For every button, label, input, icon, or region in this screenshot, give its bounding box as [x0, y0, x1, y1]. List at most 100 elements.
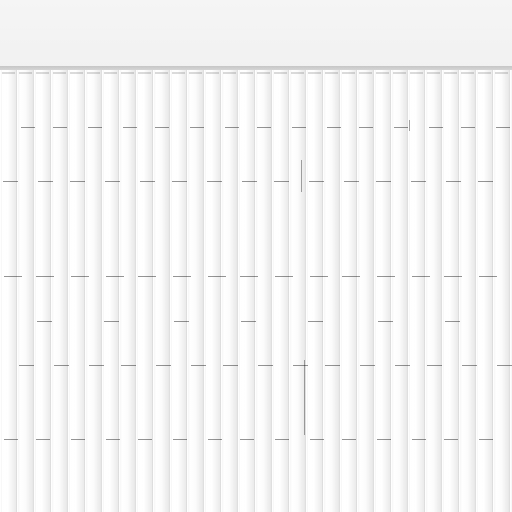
slat-joint-line [242, 181, 257, 182]
slat-top-shadow [291, 72, 304, 74]
slat-joint-line [376, 181, 391, 182]
top-band [0, 0, 512, 70]
wall-slat [476, 70, 493, 512]
slat-joint-line [173, 276, 191, 277]
slat-joint-line [497, 365, 512, 366]
slat-joint-line [446, 181, 461, 182]
slat-top-shadow [461, 72, 474, 74]
slat-top-shadow [478, 72, 491, 74]
slat-joint-line [223, 365, 238, 366]
slat-joint-line [274, 181, 289, 182]
slat-joint-line [258, 365, 273, 366]
slat-joint-line [378, 321, 393, 322]
slat-joint-line [225, 127, 239, 128]
slat-top-shadow [393, 72, 406, 74]
slat-joint-line [479, 276, 497, 277]
wall-slat [51, 70, 68, 512]
slat-joint-line [4, 439, 18, 440]
slat-joint-line [462, 365, 477, 366]
slat-joint-line [172, 181, 187, 182]
slat-joint-line [121, 365, 136, 366]
wall-slat [119, 70, 136, 512]
wall-slat [272, 70, 289, 512]
wall-slat [136, 70, 153, 512]
wall-slat [357, 70, 374, 512]
slat-joint-line [360, 365, 375, 366]
slat-joint-line [173, 439, 187, 440]
wall-slat [170, 70, 187, 512]
wall-slat [459, 70, 476, 512]
slat-top-shadow [87, 72, 100, 74]
slat-joint-line [275, 276, 293, 277]
slat-joint-line [71, 439, 85, 440]
slat-joint-line [310, 276, 328, 277]
wall-slat [0, 70, 17, 512]
slat-joint-line [293, 365, 308, 366]
slat-joint-line [88, 127, 102, 128]
slat-top-shadow [223, 72, 236, 74]
slat-top-shadow [138, 72, 151, 74]
slat-top-shadow [376, 72, 389, 74]
slat-joint-line [359, 127, 373, 128]
slat-joint-line [395, 365, 410, 366]
slat-joint-line [191, 365, 206, 366]
slat-joint-line [308, 321, 323, 322]
slat-joint-line [461, 127, 475, 128]
slat-top-shadow [36, 72, 49, 74]
slat-seam-mark [301, 160, 302, 192]
wall-slat [374, 70, 391, 512]
slat-joint-line [377, 276, 395, 277]
slat-joint-line [310, 439, 324, 440]
slat-joint-line [4, 276, 22, 277]
slat-joint-line [429, 127, 443, 128]
slat-top-shadow [444, 72, 457, 74]
slat-joint-line [207, 181, 222, 182]
slat-joint-line [71, 276, 89, 277]
slat-joint-line [53, 127, 67, 128]
slat-joint-line [37, 321, 52, 322]
slat-top-shadow [410, 72, 423, 74]
wall-slat [340, 70, 357, 512]
slat-top-shadow [342, 72, 355, 74]
slat-top-shadow [189, 72, 202, 74]
slat-joint-line [106, 439, 120, 440]
slat-top-shadow [495, 72, 508, 74]
wall-slat [221, 70, 238, 512]
slat-joint-line [257, 127, 271, 128]
slat-joint-line [89, 365, 104, 366]
wall-slat [102, 70, 119, 512]
slat-joint-line [240, 439, 254, 440]
slat-joint-line [208, 276, 226, 277]
slat-joint-line [70, 181, 85, 182]
slat-seam-mark [304, 360, 305, 435]
slat-joint-line [309, 181, 324, 182]
slat-joint-line [411, 181, 426, 182]
slat-joint-line [444, 276, 462, 277]
slat-joint-line [138, 276, 156, 277]
slat-joint-line [104, 321, 119, 322]
slat-top-shadow [308, 72, 321, 74]
slat-top-shadow [2, 72, 15, 74]
wall-slat [85, 70, 102, 512]
slat-joint-line [36, 439, 50, 440]
slat-joint-line [377, 439, 391, 440]
slat-joint-line [3, 181, 18, 182]
slat-joint-line [241, 321, 256, 322]
slat-joint-line [19, 365, 34, 366]
wall-slat [442, 70, 459, 512]
wall-slat [408, 70, 425, 512]
slat-top-shadow [53, 72, 66, 74]
slat-joint-line [105, 181, 120, 182]
slat-joint-line [38, 181, 53, 182]
slat-top-shadow [104, 72, 117, 74]
wall-slat [187, 70, 204, 512]
slat-joint-line [123, 127, 137, 128]
wall-slat [238, 70, 255, 512]
slat-joint-line [240, 276, 258, 277]
slat-joint-line [140, 181, 155, 182]
slat-joint-line [275, 439, 289, 440]
slat-joint-line [412, 276, 430, 277]
slat-top-shadow [121, 72, 134, 74]
slat-joint-line [496, 127, 510, 128]
